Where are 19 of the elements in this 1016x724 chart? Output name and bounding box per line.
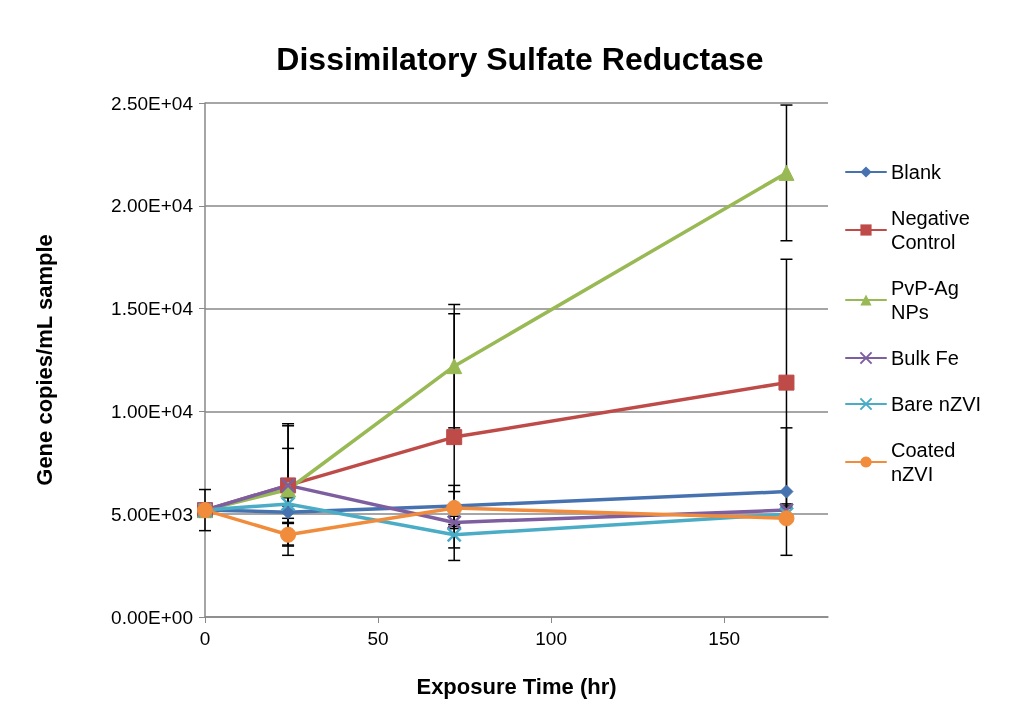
y-tick-label: 0.00E+00 bbox=[111, 606, 193, 628]
chart-title: Dissimilatory Sulfate Reductase bbox=[276, 41, 764, 77]
y-axis-title: Gene copies/mL sample bbox=[31, 234, 57, 486]
y-tick-label: 1.00E+04 bbox=[111, 400, 194, 422]
x-tick-label: 50 bbox=[367, 628, 389, 649]
legend-label: Coated nZVI bbox=[891, 439, 962, 485]
legend-label: Bare nZVI bbox=[891, 393, 982, 415]
legend-label: Bulk Fe bbox=[891, 347, 959, 369]
y-tick-label: 1.50E+04 bbox=[111, 298, 194, 320]
x-axis-title: Exposure Time (hr) bbox=[416, 673, 617, 699]
legend-label: PvP-Ag NPs bbox=[891, 277, 965, 323]
legend-label: Blank bbox=[891, 161, 943, 183]
y-tick-label: 2.50E+04 bbox=[111, 92, 194, 114]
legend-label: Negative Control bbox=[891, 207, 976, 253]
x-tick-label: 0 bbox=[199, 628, 211, 649]
y-tick-label: 2.00E+04 bbox=[111, 195, 194, 217]
x-tick-label: 150 bbox=[708, 628, 741, 649]
y-tick-label: 5.00E+03 bbox=[111, 503, 193, 525]
x-tick-label: 100 bbox=[535, 628, 567, 649]
